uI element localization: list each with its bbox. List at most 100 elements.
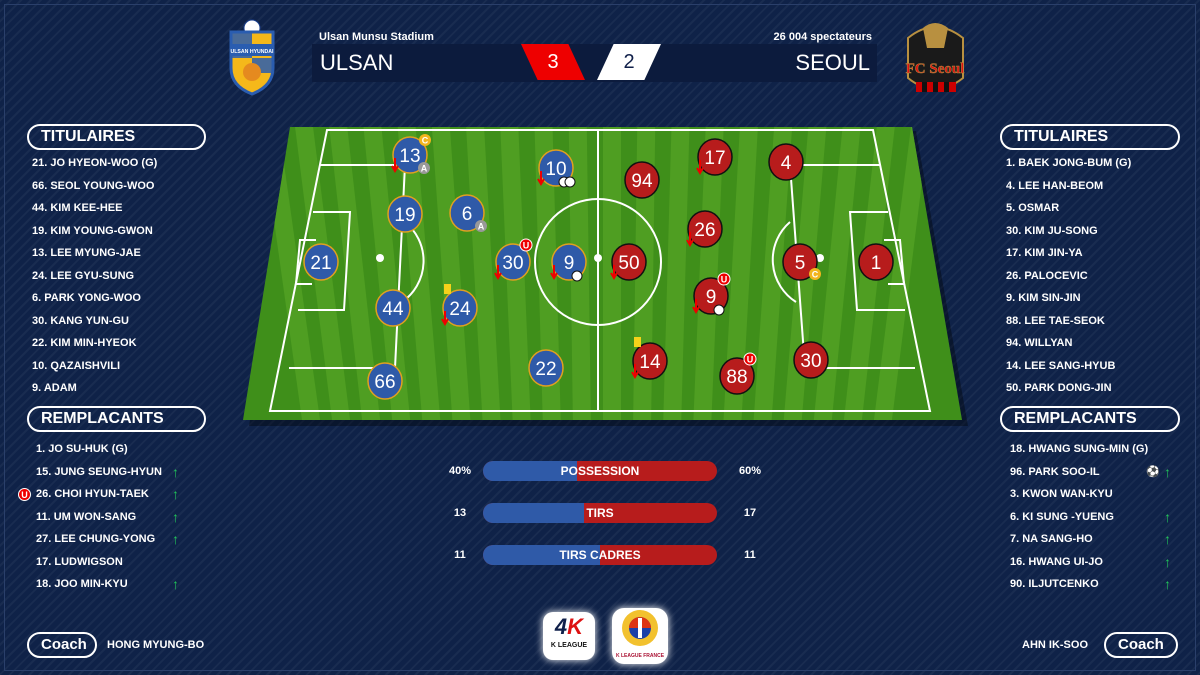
- captain-badge-icon: [419, 134, 431, 146]
- away-player-marker[interactable]: 5C: [782, 243, 821, 281]
- home-subs-title: REMPLACANTS: [27, 406, 206, 432]
- sub-name: 7. NA SANG-HO: [1010, 533, 1093, 545]
- player-list-item: 66. SEOL YOUNG-WOO: [32, 179, 155, 192]
- away-starters-title: TITULAIRES: [1000, 124, 1180, 150]
- away-player-marker[interactable]: 94: [624, 161, 660, 199]
- player-circle: [687, 210, 723, 248]
- away-player-marker[interactable]: 9U: [692, 272, 731, 316]
- player-number: 13: [399, 146, 420, 167]
- player-number: 22: [535, 359, 556, 380]
- away-player-marker[interactable]: 14: [631, 337, 668, 380]
- home-player-marker[interactable]: 24: [441, 284, 478, 327]
- stat-away-value: 60%: [738, 465, 762, 477]
- sub-in-arrow-icon: ↑: [1164, 553, 1171, 570]
- away-player-marker[interactable]: 30: [793, 341, 829, 379]
- svg-text:U: U: [747, 355, 754, 365]
- player-number: 10: [545, 159, 566, 180]
- sub-name: 1. JO SU-HUK (G): [36, 443, 128, 455]
- sub-in-arrow-icon: ↑: [1164, 531, 1171, 547]
- stat-bar: TIRS: [483, 503, 717, 523]
- home-coach-name: HONG MYUNG-BO: [107, 639, 205, 651]
- goal-ball-icon: ⚽: [1146, 465, 1160, 478]
- sub-off-arrow-icon: [696, 160, 704, 175]
- player-number: 19: [394, 205, 415, 226]
- home-player-marker[interactable]: 21: [303, 243, 339, 281]
- player-circle: [528, 349, 564, 387]
- away-player-marker[interactable]: 50: [610, 243, 647, 281]
- player-circle: [449, 194, 485, 232]
- svg-text:C: C: [812, 270, 819, 280]
- yellow-card-icon: [444, 284, 451, 294]
- stat-home-value: 11: [454, 549, 466, 561]
- player-circle: [367, 362, 403, 400]
- player-list-item: 6. PARK YONG-WOO: [32, 292, 141, 304]
- player-list-item: 13. LEE MYUNG-JAE: [32, 247, 141, 259]
- home-player-marker[interactable]: 30U: [494, 238, 533, 281]
- stat-label: TIRS: [586, 506, 614, 520]
- player-number: 30: [502, 253, 523, 274]
- svg-text:U: U: [721, 275, 728, 285]
- home-player-marker[interactable]: 6A: [449, 194, 487, 232]
- stat-bar: TIRS CADRES: [483, 545, 717, 565]
- sub-in-arrow-icon: ↑: [172, 463, 179, 480]
- home-player-marker[interactable]: 44: [375, 289, 411, 327]
- home-player-marker[interactable]: 10: [537, 149, 576, 188]
- away-player-marker[interactable]: 26: [686, 210, 723, 248]
- player-number: 21: [310, 253, 331, 274]
- sub-off-arrow-icon: [391, 158, 399, 173]
- sub-list-item: 7. NA SANG-HO ↑: [1010, 528, 1175, 551]
- player-number: 17: [704, 148, 725, 169]
- player-number: 88: [726, 367, 747, 388]
- player-number: 14: [639, 352, 661, 373]
- player-circle: [611, 243, 647, 281]
- sub-list-item: 17. LUDWIGSON: [36, 551, 186, 574]
- away-player-marker[interactable]: 1: [858, 243, 894, 281]
- stat-home-fill: [483, 461, 577, 481]
- away-player-marker[interactable]: 4: [768, 143, 804, 181]
- home-starters-list: 21. JO HYEON-WOO (G) 66. SEOL YOUNG-WOO 44…: [32, 152, 157, 400]
- svg-text:U: U: [523, 241, 530, 251]
- player-circle: [387, 195, 423, 233]
- stat-home-value: 13: [453, 507, 467, 519]
- sub-in-arrow-icon: ↑: [1164, 576, 1171, 592]
- svg-text:A: A: [478, 222, 485, 232]
- sub-list-item: 15. JUNG SEUNG-HYUN ↑: [36, 461, 186, 484]
- home-player-marker[interactable]: 22: [528, 349, 564, 387]
- away-subs-title: REMPLACANTS: [1000, 406, 1180, 432]
- sub-name: 6. KI SUNG -YUENG: [1010, 510, 1114, 523]
- sub-in-arrow-icon: ↑: [172, 531, 179, 547]
- player-circle: [495, 243, 531, 281]
- player-list-item: 9. ADAM: [32, 382, 77, 394]
- sub-list-item: U 26. CHOI HYUN-TAEK ↑: [18, 483, 186, 506]
- away-team-name: SEOUL: [795, 50, 870, 75]
- away-player-marker[interactable]: 88U: [719, 352, 757, 395]
- away-player-marker[interactable]: 17: [696, 138, 733, 176]
- ulsan-logo: ULSAN HYUNDAI: [229, 19, 275, 96]
- home-team-name: ULSAN: [320, 50, 394, 75]
- u-badge-icon: U: [18, 488, 31, 501]
- home-player-marker[interactable]: 66: [367, 362, 403, 400]
- stat-home-value: 40%: [448, 465, 472, 477]
- player-number: 26: [694, 220, 715, 241]
- sub-list-item: 90. ILJUTCENKO ↑: [1010, 573, 1175, 596]
- home-player-marker[interactable]: 13C A: [391, 134, 431, 174]
- player-circle: [392, 136, 428, 174]
- away-subs-list: 18. HWANG SUNG-MIN (G) 96. PARK SOO-IL ⚽ ↑ 3…: [1010, 438, 1175, 596]
- sub-name: 18. JOO MIN-KYU: [36, 578, 128, 590]
- player-number: 30: [800, 351, 821, 372]
- player-circle: [375, 289, 411, 327]
- player-list-item: 30. KANG YUN-GU: [32, 314, 129, 327]
- away-starters-list: 1. BAEK JONG-BUM (G) 4. LEE HAN-BEOM 5. OS…: [1006, 152, 1131, 400]
- player-circle: [303, 243, 339, 281]
- player-circle: [632, 342, 668, 380]
- sub-in-arrow-icon: ↑: [172, 576, 179, 592]
- player-number: 94: [631, 171, 653, 192]
- home-player-marker[interactable]: 9: [550, 243, 587, 282]
- player-list-item: 17. KIM JIN-YA: [1006, 247, 1083, 259]
- player-list-item: 10. QAZAISHVILI: [32, 359, 121, 372]
- frame: [4, 4, 1196, 671]
- home-player-marker[interactable]: 19: [387, 195, 423, 233]
- player-number: 6: [462, 204, 473, 225]
- sub-list-item: 16. HWANG UI-JO ↑: [1010, 551, 1175, 574]
- sub-list-item: 1. JO SU-HUK (G): [36, 438, 186, 461]
